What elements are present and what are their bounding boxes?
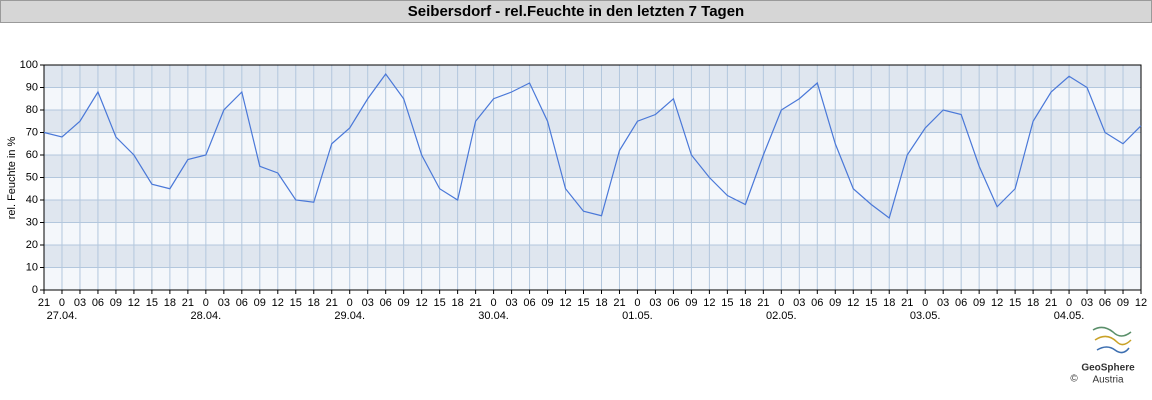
x-tick-label: 21 xyxy=(326,297,338,309)
x-tick-label: 06 xyxy=(667,297,679,309)
x-tick-label: 09 xyxy=(398,297,410,309)
x-tick-label: 15 xyxy=(146,297,158,309)
grid-band xyxy=(44,200,1141,223)
x-tick-label: 21 xyxy=(613,297,625,309)
x-tick-label: 21 xyxy=(901,297,913,309)
x-tick-label: 18 xyxy=(595,297,607,309)
x-tick-label: 12 xyxy=(128,297,140,309)
x-tick-label: 06 xyxy=(811,297,823,309)
x-tick-label: 18 xyxy=(883,297,895,309)
y-tick-label: 30 xyxy=(26,216,38,228)
x-tick-label: 0 xyxy=(347,297,353,309)
date-label: 01.05. xyxy=(622,310,653,322)
date-label: 02.05. xyxy=(766,310,797,322)
x-tick-label: 18 xyxy=(451,297,463,309)
x-tick-label: 06 xyxy=(523,297,535,309)
x-tick-label: 06 xyxy=(1099,297,1111,309)
y-tick-label: 80 xyxy=(26,104,38,116)
x-tick-label: 03 xyxy=(937,297,949,309)
grid-band xyxy=(44,245,1141,268)
x-tick-label: 18 xyxy=(164,297,176,309)
x-tick-label: 09 xyxy=(685,297,697,309)
x-tick-label: 15 xyxy=(290,297,302,309)
x-tick-label: 03 xyxy=(218,297,230,309)
x-tick-label: 12 xyxy=(847,297,859,309)
x-tick-label: 18 xyxy=(739,297,751,309)
x-tick-label: 15 xyxy=(1009,297,1021,309)
x-tick-label: 09 xyxy=(541,297,553,309)
x-tick-label: 0 xyxy=(778,297,784,309)
date-label: 30.04. xyxy=(478,310,509,322)
x-tick-label: 09 xyxy=(1117,297,1129,309)
y-tick-label: 20 xyxy=(26,239,38,251)
data-line xyxy=(43,72,1142,220)
logo-icon xyxy=(1092,326,1132,354)
x-tick-label: 09 xyxy=(829,297,841,309)
copyright: © xyxy=(1070,374,1078,385)
x-tick-label: 15 xyxy=(865,297,877,309)
x-tick-label: 15 xyxy=(721,297,733,309)
x-tick-label: 12 xyxy=(1135,297,1147,309)
x-tick-label: 0 xyxy=(922,297,928,309)
x-tick-label: 21 xyxy=(469,297,481,309)
x-tick-label: 03 xyxy=(649,297,661,309)
logo-name: GeoSphere xyxy=(1081,363,1135,374)
x-tick-label: 09 xyxy=(254,297,266,309)
x-tick-label: 12 xyxy=(559,297,571,309)
x-tick-label: 18 xyxy=(308,297,320,309)
y-tick-label: 40 xyxy=(26,194,38,206)
x-tick-label: 18 xyxy=(1027,297,1039,309)
x-tick-label: 15 xyxy=(577,297,589,309)
y-axis-label: rel. Feuchte in % xyxy=(6,137,18,220)
x-tick-label: 03 xyxy=(74,297,86,309)
y-tick-label: 10 xyxy=(26,261,38,273)
date-label: 28.04. xyxy=(191,310,222,322)
date-label: 03.05. xyxy=(910,310,941,322)
x-tick-label: 03 xyxy=(793,297,805,309)
y-tick-label: 90 xyxy=(26,81,38,93)
x-tick-label: 03 xyxy=(362,297,374,309)
x-tick-label: 21 xyxy=(757,297,769,309)
grid-band xyxy=(44,110,1141,133)
x-tick-label: 06 xyxy=(92,297,104,309)
y-tick-label: 0 xyxy=(32,284,38,296)
date-label: 27.04. xyxy=(47,310,78,322)
x-tick-label: 09 xyxy=(973,297,985,309)
x-tick-label: 0 xyxy=(491,297,497,309)
x-tick-label: 0 xyxy=(203,297,209,309)
x-tick-label: 06 xyxy=(380,297,392,309)
x-tick-label: 03 xyxy=(505,297,517,309)
y-tick-label: 70 xyxy=(26,126,38,138)
x-tick-label: 15 xyxy=(434,297,446,309)
y-tick-label: 50 xyxy=(26,171,38,183)
x-tick-label: 21 xyxy=(182,297,194,309)
x-tick-label: 06 xyxy=(955,297,967,309)
y-tick-label: 100 xyxy=(20,59,38,71)
logo-sub: Austria xyxy=(1092,375,1124,386)
x-tick-label: 12 xyxy=(991,297,1003,309)
x-tick-label: 12 xyxy=(272,297,284,309)
grid-band xyxy=(44,65,1141,88)
x-tick-label: 06 xyxy=(236,297,248,309)
x-tick-label: 0 xyxy=(59,297,65,309)
grid-band xyxy=(44,155,1141,178)
x-tick-label: 03 xyxy=(1081,297,1093,309)
x-tick-label: 0 xyxy=(634,297,640,309)
x-tick-label: 12 xyxy=(416,297,428,309)
x-tick-label: 0 xyxy=(1066,297,1072,309)
x-tick-label: 21 xyxy=(38,297,50,309)
chart-title: Seibersdorf - rel.Feuchte in den letzten… xyxy=(408,3,744,20)
x-tick-label: 09 xyxy=(110,297,122,309)
x-tick-label: 12 xyxy=(703,297,715,309)
date-label: 04.05. xyxy=(1054,310,1085,322)
y-tick-label: 60 xyxy=(26,149,38,161)
date-label: 29.04. xyxy=(334,310,365,322)
plot-border xyxy=(43,64,1142,291)
x-tick-label: 21 xyxy=(1045,297,1057,309)
